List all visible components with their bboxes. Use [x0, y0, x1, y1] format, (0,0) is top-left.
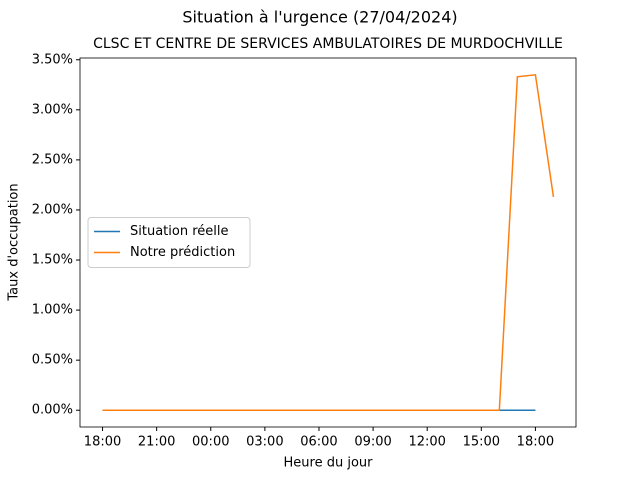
- suptitle: Situation à l'urgence (27/04/2024): [182, 8, 457, 27]
- y-tick-label: 3.00%: [32, 102, 73, 117]
- x-tick-label: 18:00: [84, 435, 121, 450]
- x-tick-label: 00:00: [192, 435, 229, 450]
- y-tick-label: 0.50%: [32, 353, 73, 368]
- x-tick-label: 03:00: [246, 435, 283, 450]
- legend-label: Notre prédiction: [130, 245, 235, 260]
- chart-title: CLSC ET CENTRE DE SERVICES AMBULATOIRES …: [93, 36, 563, 52]
- y-tick-label: 1.50%: [32, 253, 73, 268]
- x-tick-label: 09:00: [354, 435, 391, 450]
- y-tick-label: 2.00%: [32, 202, 73, 217]
- y-tick-label: 1.00%: [32, 303, 73, 318]
- y-axis-label: Taux d'occupation: [7, 183, 22, 301]
- axes-frame: [79, 57, 577, 428]
- legend-label: Situation réelle: [130, 224, 228, 239]
- data-line: [102, 73, 555, 411]
- x-tick-label: 12:00: [408, 435, 445, 450]
- x-tick-label: 21:00: [138, 435, 175, 450]
- x-tick-label: 06:00: [300, 435, 337, 450]
- x-axis-label: Heure du jour: [284, 456, 374, 471]
- y-tick-label: 3.50%: [32, 52, 73, 67]
- legend-box: [87, 217, 251, 268]
- x-tick-label: 18:00: [517, 435, 554, 450]
- y-tick-label: 0.00%: [32, 403, 73, 418]
- y-tick-label: 2.50%: [32, 152, 73, 167]
- x-tick-label: 15:00: [463, 435, 500, 450]
